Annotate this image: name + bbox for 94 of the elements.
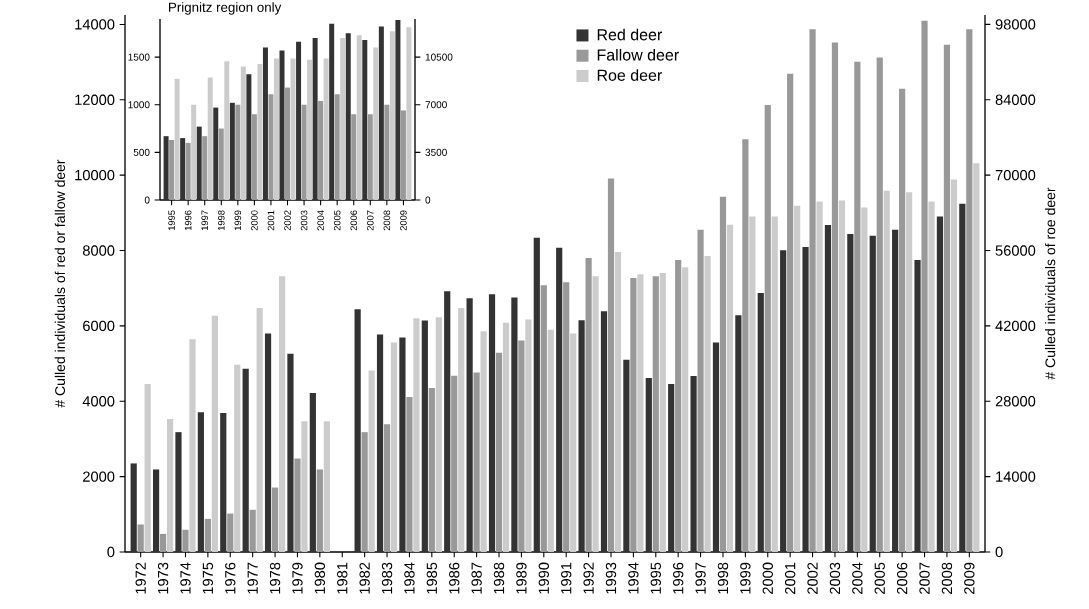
bar <box>204 518 211 552</box>
x-tick-label: 1999 <box>740 562 751 594</box>
y-tick-label: 14000 <box>75 19 115 30</box>
x-tick-label: 1979 <box>292 562 303 594</box>
y-tick-label: 1000 <box>128 101 150 109</box>
legend-label: Fallow deer <box>597 48 679 61</box>
y-tick-label: 0 <box>144 196 150 204</box>
x-tick-label: 1998 <box>217 210 225 231</box>
x-tick-label: 2003 <box>829 562 841 594</box>
x-tick-label: 1988 <box>493 562 505 594</box>
legend-label: Red deer <box>597 28 662 41</box>
chart-title: Prignitz region only <box>169 2 282 15</box>
x-tick-label: 1987 <box>471 562 482 594</box>
x-tick-label: 1992 <box>583 562 594 594</box>
x-tick-label: 1977 <box>247 562 258 594</box>
x-tick-label: 2002 <box>284 210 291 231</box>
y2-tick-label: 42000 <box>995 320 1036 332</box>
x-tick-label: 1999 <box>234 210 242 231</box>
y2-tick-label: 10500 <box>425 53 453 61</box>
x-tick-label: 1974 <box>180 562 191 594</box>
y2-tick-label: 7000 <box>425 101 447 109</box>
x-tick-label: 1991 <box>561 562 572 594</box>
x-tick-label: 2003 <box>300 210 308 231</box>
x-tick-label: 1996 <box>673 562 684 594</box>
y-tick-label: 8000 <box>82 245 115 256</box>
y-tick-label: 12000 <box>75 94 115 105</box>
bar <box>159 533 167 552</box>
x-tick-label: 1973 <box>157 562 169 594</box>
y-axis-title: # Culled individuals of red or fallow deer <box>54 159 66 408</box>
y-tick-label: 1500 <box>128 53 150 61</box>
x-tick-label: 2007 <box>367 210 374 231</box>
x-tick-label: 1997 <box>201 210 209 231</box>
y-tick-label: 2000 <box>83 471 115 482</box>
x-tick-label: 2004 <box>317 210 324 231</box>
bar <box>144 384 151 552</box>
y2-tick-label: 56000 <box>995 245 1036 256</box>
y-tick-label: 0 <box>107 546 115 558</box>
y2-tick-label: 84000 <box>995 94 1036 105</box>
x-tick-label: 1981 <box>337 562 348 594</box>
x-tick-label: 1996 <box>184 210 192 231</box>
x-tick-label: 2008 <box>383 210 391 231</box>
x-tick-label: 1986 <box>449 562 460 594</box>
x-tick-label: 1976 <box>225 562 236 594</box>
y2-tick-label: 98000 <box>995 19 1036 30</box>
y2-tick-label: 70000 <box>995 169 1036 181</box>
x-tick-label: 1998 <box>717 562 729 594</box>
x-tick-label: 2005 <box>333 210 341 231</box>
bar <box>249 509 256 552</box>
x-tick-label: 1989 <box>516 562 527 594</box>
bar <box>182 529 189 552</box>
y-tick-label: 500 <box>133 148 150 156</box>
x-tick-label: 2001 <box>784 562 796 594</box>
y2-tick-label: 0 <box>425 196 431 204</box>
x-tick-label: 1995 <box>168 210 175 231</box>
y2-tick-label: 28000 <box>995 396 1036 407</box>
y-tick-label: 10000 <box>75 169 115 181</box>
bar <box>271 487 279 552</box>
x-tick-label: 2007 <box>919 562 930 594</box>
x-tick-label: 1990 <box>538 562 549 594</box>
x-tick-label: 2000 <box>251 210 258 231</box>
x-tick-label: 1997 <box>695 562 706 594</box>
x-tick-label: 2002 <box>807 562 818 594</box>
x-tick-label: 1984 <box>404 562 415 594</box>
x-tick-label: 2001 <box>267 210 275 231</box>
x-tick-label: 1993 <box>605 562 617 594</box>
y2-axis-title: # Culled individuals of roe deer <box>1044 187 1056 380</box>
x-tick-label: 2006 <box>350 210 358 231</box>
x-tick-label: 1980 <box>314 562 326 594</box>
x-tick-label: 1972 <box>135 562 146 594</box>
x-tick-label: 1975 <box>202 562 214 594</box>
x-tick-label: 2008 <box>941 562 953 594</box>
x-tick-label: 2005 <box>874 562 885 594</box>
x-tick-label: 1995 <box>650 562 661 594</box>
legend-label: Roe deer <box>597 69 662 81</box>
x-tick-label: 2000 <box>762 562 773 594</box>
x-tick-label: 2006 <box>896 562 908 594</box>
x-tick-label: 1978 <box>269 562 281 594</box>
x-tick-label: 2009 <box>964 562 975 594</box>
x-tick-label: 1983 <box>381 562 393 594</box>
x-tick-label: 2009 <box>400 210 407 231</box>
bar <box>137 524 144 552</box>
y2-tick-label: 14000 <box>996 471 1036 482</box>
x-tick-label: 1994 <box>628 562 639 594</box>
bar <box>130 463 137 552</box>
bar <box>163 136 169 200</box>
x-tick-label: 2004 <box>852 562 863 594</box>
x-tick-label: 1982 <box>359 562 370 594</box>
y-tick-label: 4000 <box>82 396 115 407</box>
y2-tick-label: 0 <box>995 546 1003 558</box>
y-tick-label: 6000 <box>83 320 115 332</box>
y2-tick-label: 3500 <box>425 148 447 156</box>
bar <box>227 513 234 552</box>
bar <box>354 309 361 552</box>
x-tick-label: 1985 <box>426 562 438 594</box>
